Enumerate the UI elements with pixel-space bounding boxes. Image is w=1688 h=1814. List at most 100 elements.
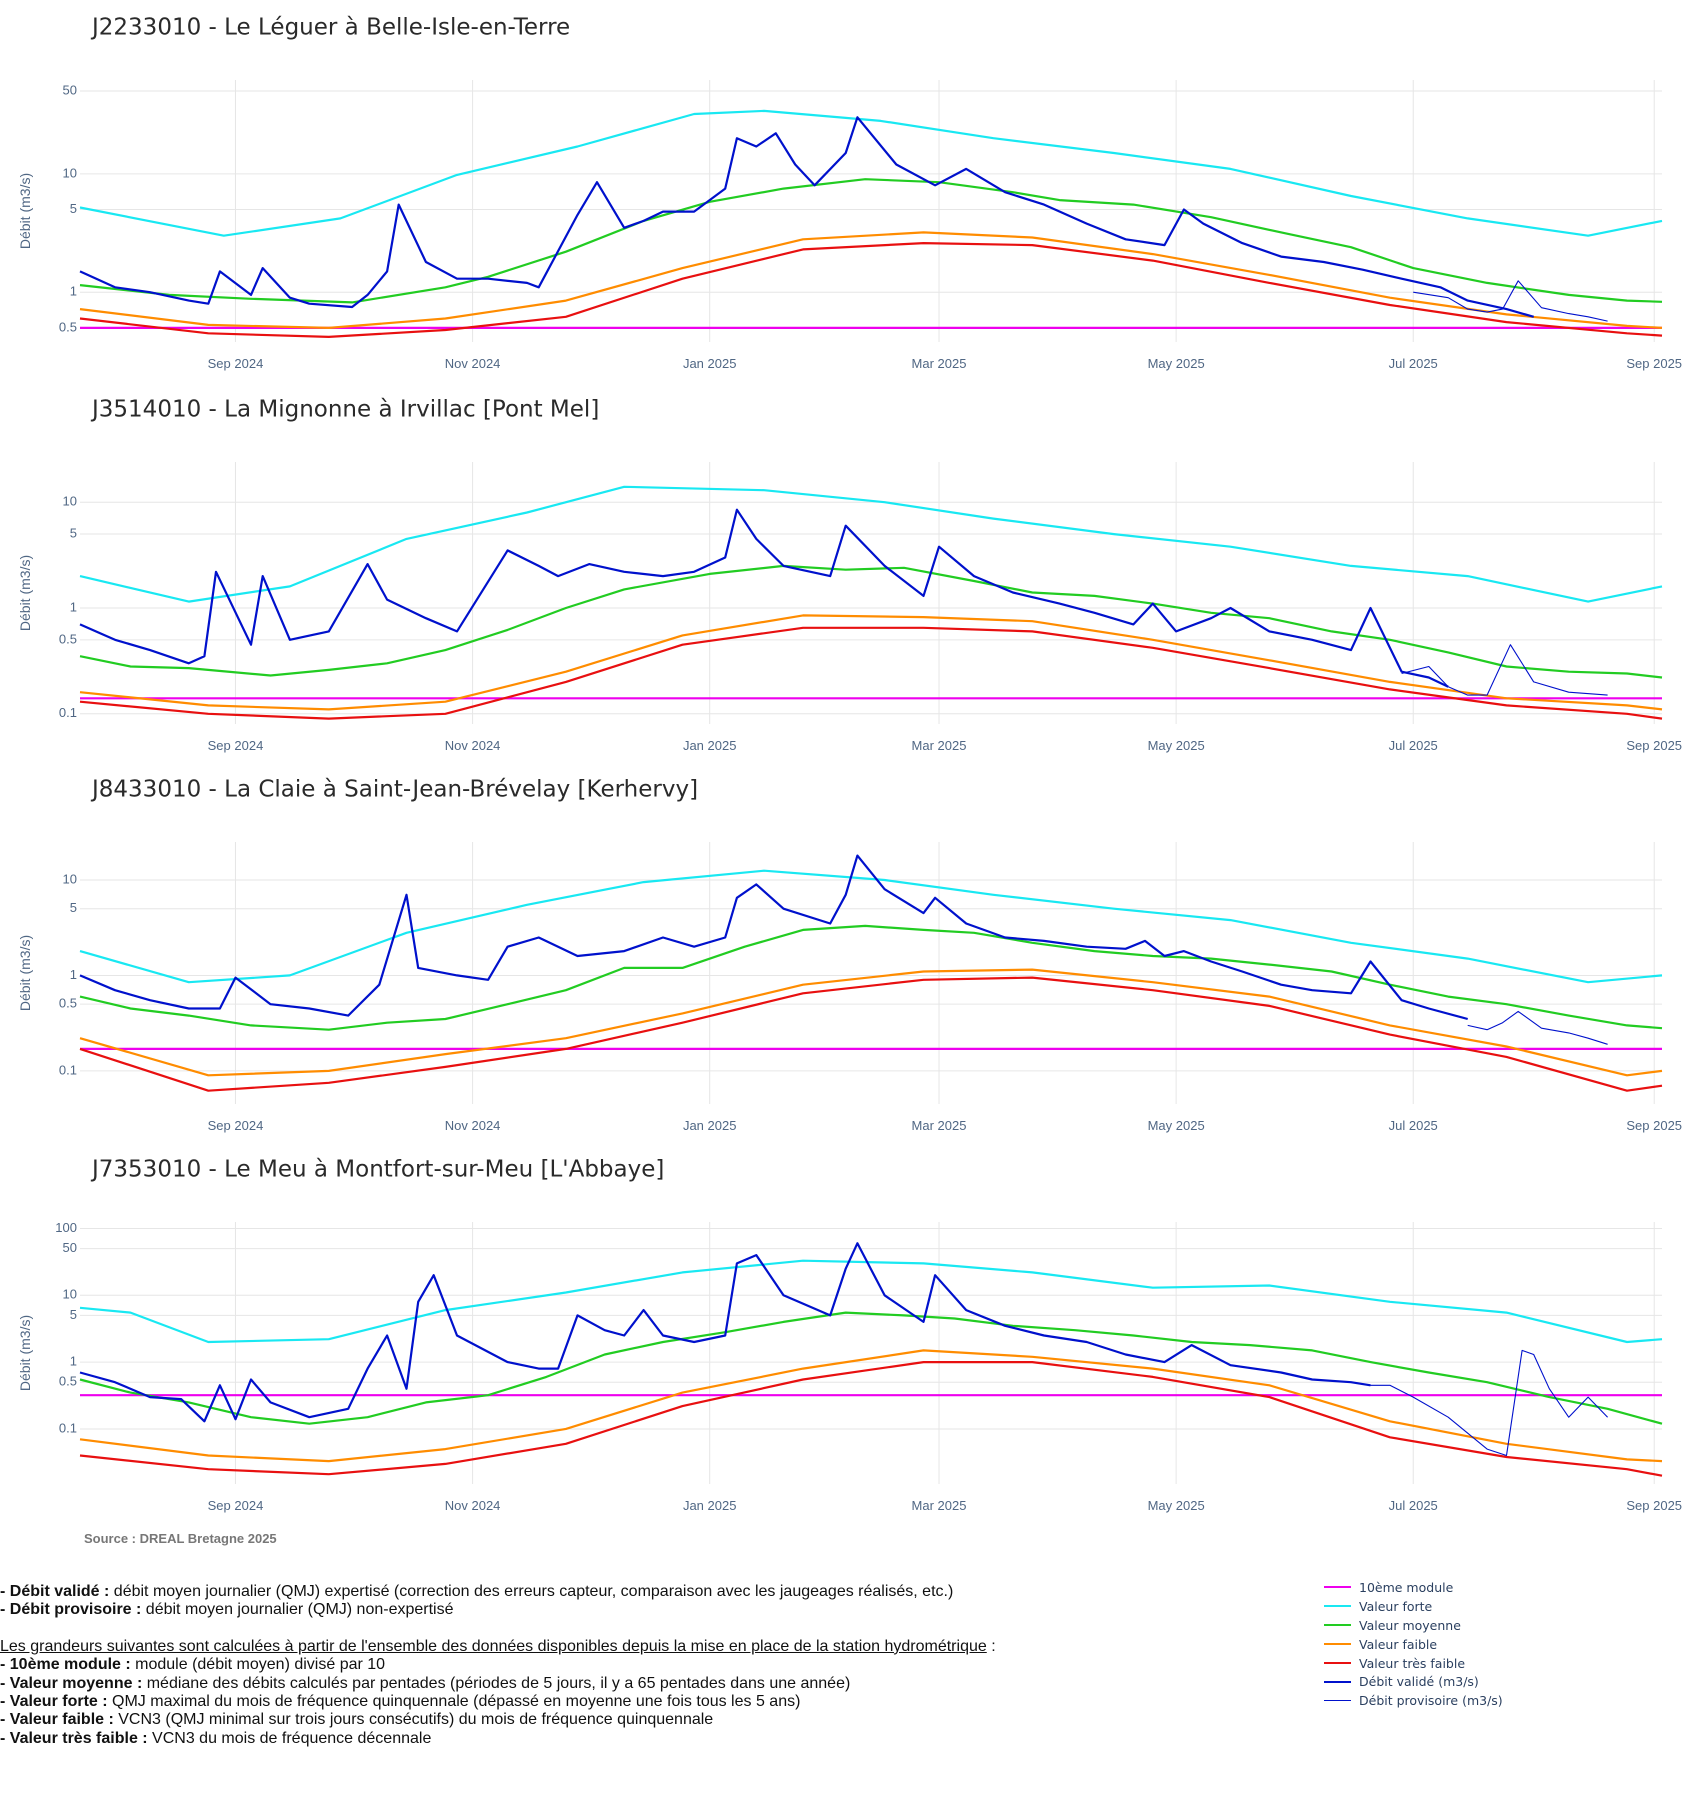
legend-item[interactable]: Valeur forte [1324,1597,1503,1616]
y-tick-label: 1 [70,599,77,614]
legend-label: Valeur très faible [1359,1655,1466,1671]
y-tick-label: 0.1 [59,705,77,720]
legend-item[interactable]: Débit provisoire (m3/s) [1324,1691,1503,1710]
legend-swatch [1324,1662,1351,1664]
note-item-term: - Valeur moyenne : [0,1674,143,1692]
y-tick-label: 5 [70,525,77,540]
x-tick-label: Sep 2024 [208,1498,264,1513]
series-line [1413,280,1608,322]
y-tick-label: 0.5 [59,1374,77,1389]
note-item-text: module (débit moyen) divisé par 10 [130,1656,386,1674]
legend-label: Valeur faible [1359,1636,1438,1652]
note-validated-text: débit moyen journalier (QMJ) expertisé (… [109,1583,954,1600]
series-line [79,109,1663,237]
series-line [79,626,1663,720]
x-tick-label: Mar 2025 [912,1498,967,1513]
x-tick-label: Jan 2025 [683,738,737,753]
x-tick-label: Nov 2024 [445,1118,501,1133]
x-tick-label: Jul 2025 [1389,1498,1438,1513]
chart-title: J7353010 - Le Meu à Montfort-sur-Meu [L'… [90,1157,664,1183]
legend-label: Valeur moyenne [1359,1617,1461,1633]
legend-swatch [1324,1680,1351,1683]
note-item: - Valeur moyenne : médiane des débits ca… [0,1675,1200,1693]
chart-panel: J3514010 - La Mignonne à Irvillac [Pont … [17,397,1682,754]
note-intro: Les grandeurs suivantes sont calculées à… [0,1638,1200,1656]
chart-panel: J7353010 - Le Meu à Montfort-sur-Meu [L'… [17,1157,1682,1514]
x-tick-label: Sep 2025 [1626,1118,1682,1133]
legend-item[interactable]: 10ème module [1324,1578,1503,1597]
series-line [79,869,1663,984]
legend-label: Débit validé (m3/s) [1359,1674,1479,1690]
legend-item[interactable]: Débit validé (m3/s) [1324,1672,1503,1691]
note-item-text: VCN3 du mois de fréquence décennale [147,1729,432,1747]
note-provisional-term: - Débit provisoire : [0,1601,142,1619]
x-tick-label: Nov 2024 [445,738,501,753]
x-tick-label: Jul 2025 [1389,356,1438,371]
x-tick-label: Jan 2025 [683,1118,737,1133]
series-line [1467,1010,1608,1045]
series-line [79,924,1663,1031]
y-axis-label: Débit (m3/s) [17,173,33,249]
x-tick-label: Jul 2025 [1389,1118,1438,1133]
note-item-text: médiane des débits calculés par pentades… [142,1674,851,1692]
y-tick-label: 50 [63,1240,77,1255]
legend-swatch [1324,1643,1351,1646]
legend-swatch [1324,1624,1351,1627]
y-tick-label: 0.5 [59,631,77,646]
x-tick-label: Mar 2025 [912,738,967,753]
x-tick-label: Sep 2024 [208,356,264,371]
series-line [79,1360,1663,1477]
y-tick-label: 5 [70,201,77,216]
chart-panel: J8433010 - La Claie à Saint-Jean-Brévela… [17,777,1682,1134]
y-axis-label: Débit (m3/s) [17,555,33,631]
y-tick-label: 10 [63,1287,77,1302]
x-tick-label: Sep 2024 [208,738,264,753]
legend-item[interactable]: Valeur faible [1324,1635,1503,1654]
series-line [1350,1349,1608,1457]
chart-title: J8433010 - La Claie à Saint-Jean-Brévela… [90,777,698,803]
legend-item[interactable]: Valeur très faible [1324,1654,1503,1673]
source-note: Source : DREAL Bretagne 2025 [84,1531,277,1546]
y-tick-label: 10 [63,165,77,180]
y-axis-label: Débit (m3/s) [17,1315,33,1391]
note-intro-tail: : [986,1637,996,1655]
x-tick-label: Mar 2025 [912,1118,967,1133]
y-tick-label: 5 [70,1307,77,1322]
chart-title: J3514010 - La Mignonne à Irvillac [Pont … [90,397,599,423]
note-intro-underlined: Les grandeurs suivantes sont calculées à… [0,1637,987,1655]
note-validated-term: - Débit validé : [0,1583,110,1600]
x-tick-label: Sep 2025 [1626,356,1682,371]
note-item-term: - 10ème module : [0,1656,131,1674]
y-tick-label: 50 [63,82,77,97]
x-tick-label: May 2025 [1148,356,1205,371]
y-tick-label: 0.5 [59,319,77,334]
definitions-notes: - Débit validé : débit moyen journalier … [0,1583,1200,1748]
note-item-text: VCN3 (QMJ minimal sur trois jours conséc… [113,1711,714,1729]
legend-item[interactable]: Valeur moyenne [1324,1616,1503,1635]
y-tick-label: 0.1 [59,1062,77,1077]
note-provisional: - Débit provisoire : débit moyen journal… [0,1601,1200,1619]
legend-label: 10ème module [1359,1579,1454,1595]
series-line [79,242,1663,338]
charts-area: J2233010 - Le Léguer à Belle-Isle-en-Ter… [17,15,1682,1514]
y-tick-label: 0.1 [59,1420,77,1435]
y-tick-label: 100 [55,1220,77,1235]
y-tick-label: 10 [63,494,77,509]
note-item: - 10ème module : module (débit moyen) di… [0,1656,1200,1674]
series-line [79,116,1534,318]
x-tick-label: May 2025 [1148,1118,1205,1133]
note-item-term: - Valeur forte : [0,1693,108,1711]
legend-swatch [1324,1700,1351,1702]
note-item-term: - Valeur très faible : [0,1729,148,1747]
x-tick-label: Sep 2024 [208,1118,264,1133]
x-tick-label: Jul 2025 [1389,738,1438,753]
series-line [79,614,1663,711]
note-provisional-text: débit moyen journalier (QMJ) non-experti… [141,1601,454,1619]
y-tick-label: 0.5 [59,996,77,1011]
series-line [79,968,1663,1077]
x-tick-label: Jan 2025 [683,1498,737,1513]
y-axis-label: Débit (m3/s) [17,935,33,1011]
x-tick-label: Nov 2024 [445,356,501,371]
y-tick-label: 1 [70,967,77,982]
legend: 10ème module Valeur forte Valeur moyenne… [1324,1578,1503,1710]
